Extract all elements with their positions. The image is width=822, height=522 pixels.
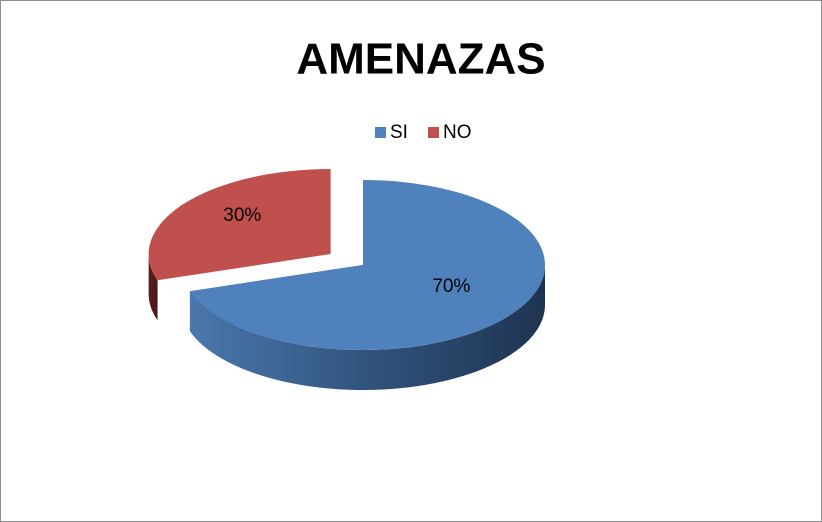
data-label: 70% bbox=[432, 276, 470, 297]
chart-title: AMENAZAS bbox=[296, 35, 545, 84]
legend-swatch bbox=[428, 127, 439, 138]
slice bbox=[189, 180, 545, 351]
data-label: 30% bbox=[223, 205, 261, 226]
legend-swatch bbox=[375, 127, 386, 138]
legend-label: NO bbox=[443, 122, 472, 143]
slice-side bbox=[148, 254, 158, 321]
slice bbox=[148, 169, 331, 281]
slice-side bbox=[189, 265, 545, 390]
legend-label: SI bbox=[390, 122, 408, 143]
